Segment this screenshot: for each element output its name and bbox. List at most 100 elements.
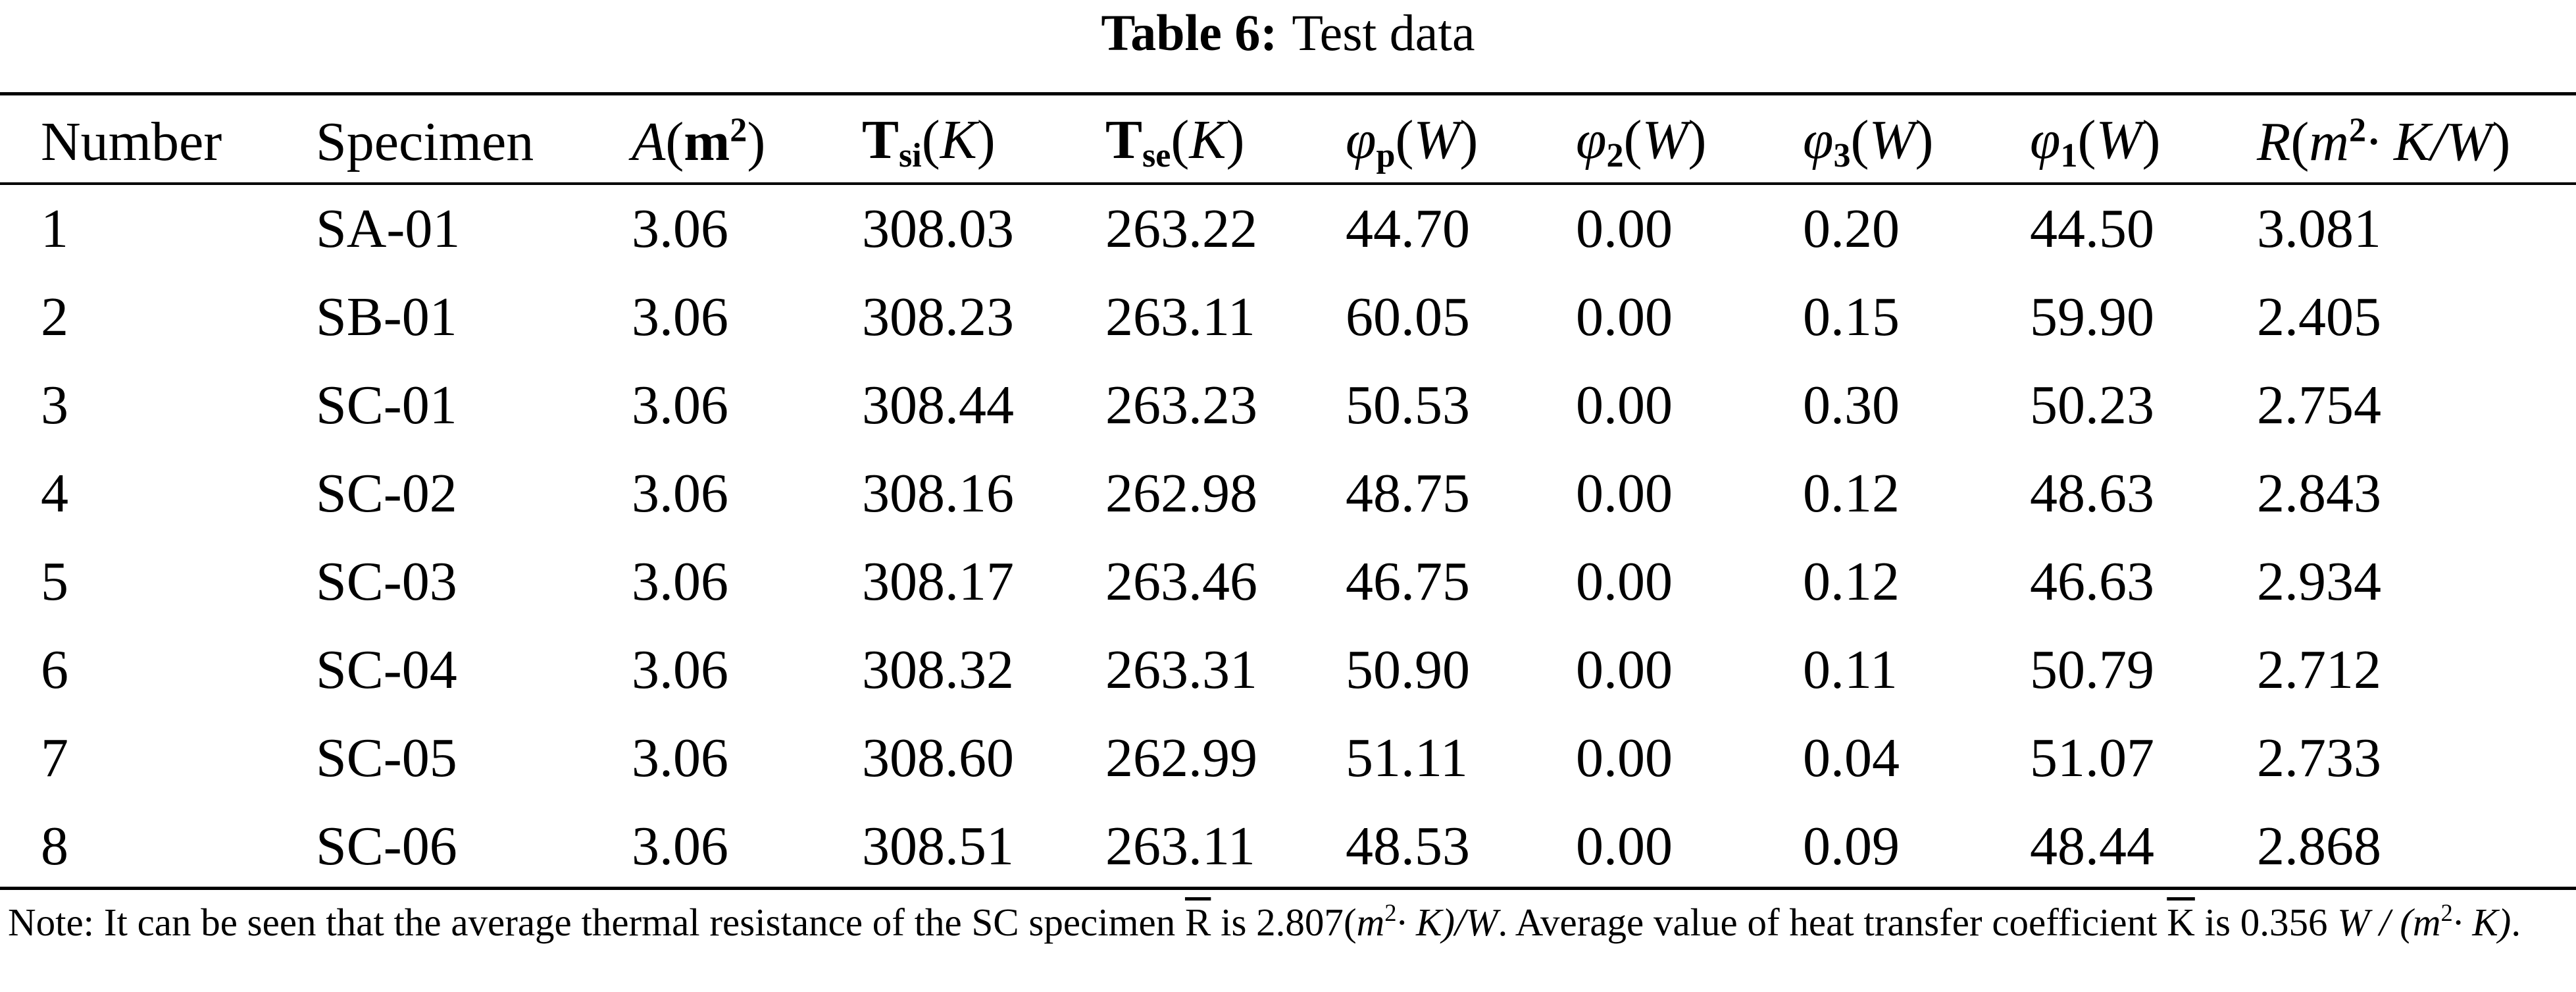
cell-number: 5 [41, 550, 68, 612]
cell-r: 2.405 [2257, 286, 2381, 348]
table-row: 4 SC-02 3.06 308.16 262.98 48.75 0.00 0.… [0, 449, 2576, 537]
cell-tsi: 308.32 [862, 639, 1014, 700]
cell-phi-1: 46.63 [2030, 550, 2154, 612]
cell-phi-1: 50.79 [2030, 639, 2154, 700]
cell-specimen: SC-02 [316, 462, 457, 524]
row-spacer [0, 537, 41, 625]
cell-r: 2.712 [2257, 639, 2381, 700]
cell-specimen: SA-01 [316, 197, 461, 259]
note-text: 2 [2440, 899, 2453, 926]
row-spacer [0, 361, 41, 449]
header-area: A(m2) [632, 111, 766, 172]
cell-phi-2: 0.00 [1576, 815, 1673, 877]
note-text: . Average value of heat transfer coeffic… [1498, 900, 2167, 944]
cell-tse: 263.31 [1105, 639, 1257, 700]
row-spacer [0, 625, 41, 714]
row-spacer [0, 714, 41, 802]
header-phi-p: φp(W) [1346, 109, 1478, 174]
table-row: 6 SC-04 3.06 308.32 263.31 50.90 0.00 0.… [0, 625, 2576, 714]
note-text: / ( [2369, 900, 2413, 944]
table-top-rule [0, 92, 2576, 95]
table-bottom-rule [0, 887, 2576, 890]
table-caption-title: Test data [1292, 4, 1475, 61]
cell-specimen: SC-04 [316, 639, 457, 700]
cell-phi-2: 0.00 [1576, 550, 1673, 612]
cell-phi-1: 48.63 [2030, 462, 2154, 524]
cell-number: 3 [41, 374, 68, 436]
cell-tse: 263.46 [1105, 550, 1257, 612]
header-phi-3: φ3(W) [1803, 109, 1934, 174]
table-header-rule [0, 182, 2576, 185]
cell-phi-p: 50.53 [1346, 374, 1470, 436]
cell-phi-3: 0.15 [1803, 286, 1900, 348]
cell-r: 3.081 [2257, 197, 2381, 259]
cell-tsi: 308.16 [862, 462, 1014, 524]
cell-tse: 262.98 [1105, 462, 1257, 524]
header-phi-1: φ1(W) [2030, 109, 2161, 174]
cell-phi-3: 0.11 [1803, 639, 1898, 700]
table-row: 3 SC-01 3.06 308.44 263.23 50.53 0.00 0.… [0, 361, 2576, 449]
header-phi-2: φ2(W) [1576, 109, 1707, 174]
cell-area: 3.06 [632, 286, 728, 348]
note-text: is 0.356 [2194, 900, 2338, 944]
table-row: 5 SC-03 3.06 308.17 263.46 46.75 0.00 0.… [0, 537, 2576, 625]
cell-area: 3.06 [632, 639, 728, 700]
cell-tse: 263.22 [1105, 197, 1257, 259]
cell-number: 4 [41, 462, 68, 524]
cell-specimen: SC-06 [316, 815, 457, 877]
k-bar-symbol: K [2167, 900, 2195, 944]
cell-phi-3: 0.12 [1803, 462, 1900, 524]
cell-phi-p: 48.53 [1346, 815, 1470, 877]
r-bar-symbol: R [1184, 900, 1211, 944]
cell-phi-3: 0.04 [1803, 727, 1900, 789]
cell-phi-3: 0.30 [1803, 374, 1900, 436]
cell-phi-p: 46.75 [1346, 550, 1470, 612]
cell-phi-p: 44.70 [1346, 197, 1470, 259]
cell-number: 1 [41, 197, 68, 259]
cell-tsi: 308.23 [862, 286, 1014, 348]
cell-number: 2 [41, 286, 68, 348]
cell-phi-2: 0.00 [1576, 639, 1673, 700]
cell-tse: 263.11 [1105, 286, 1255, 348]
note-text: m [1356, 900, 1385, 944]
cell-specimen: SC-01 [316, 374, 457, 436]
cell-phi-3: 0.09 [1803, 815, 1900, 877]
header-r: R(m2· K/W) [2257, 111, 2511, 172]
cell-phi-1: 44.50 [2030, 197, 2154, 259]
header-spacer [0, 99, 41, 184]
cell-area: 3.06 [632, 197, 728, 259]
cell-area: 3.06 [632, 815, 728, 877]
note-text: is 2.807 [1211, 900, 1344, 944]
note-text: · K) [2452, 900, 2512, 944]
row-spacer [0, 184, 41, 273]
table-caption-label: Table 6: [1101, 4, 1278, 61]
cell-phi-2: 0.00 [1576, 374, 1673, 436]
header-tse: Tse(K) [1105, 109, 1245, 174]
table-caption: Table 6: Test data [0, 0, 2576, 66]
table-note: Note: It can be seen that the average th… [8, 892, 2574, 943]
cell-number: 8 [41, 815, 68, 877]
table-row: 2 SB-01 3.06 308.23 263.11 60.05 0.00 0.… [0, 273, 2576, 361]
table-row: 7 SC-05 3.06 308.60 262.99 51.11 0.00 0.… [0, 714, 2576, 802]
cell-area: 3.06 [632, 462, 728, 524]
cell-r: 2.733 [2257, 727, 2381, 789]
cell-area: 3.06 [632, 374, 728, 436]
cell-tsi: 308.60 [862, 727, 1014, 789]
row-spacer [0, 273, 41, 361]
header-specimen: Specimen [316, 111, 534, 172]
cell-phi-p: 50.90 [1346, 639, 1470, 700]
test-data-table: Number Specimen A(m2) Tsi(K) Tse(K) φp(W… [0, 99, 2576, 890]
cell-r: 2.754 [2257, 374, 2381, 436]
cell-specimen: SB-01 [316, 286, 457, 348]
row-spacer [0, 802, 41, 890]
cell-phi-2: 0.00 [1576, 727, 1673, 789]
cell-area: 3.06 [632, 727, 728, 789]
cell-phi-1: 51.07 [2030, 727, 2154, 789]
cell-phi-1: 48.44 [2030, 815, 2154, 877]
cell-tse: 263.11 [1105, 815, 1255, 877]
cell-phi-p: 51.11 [1346, 727, 1468, 789]
cell-specimen: SC-05 [316, 727, 457, 789]
cell-number: 6 [41, 639, 68, 700]
cell-number: 7 [41, 727, 68, 789]
cell-tsi: 308.44 [862, 374, 1014, 436]
